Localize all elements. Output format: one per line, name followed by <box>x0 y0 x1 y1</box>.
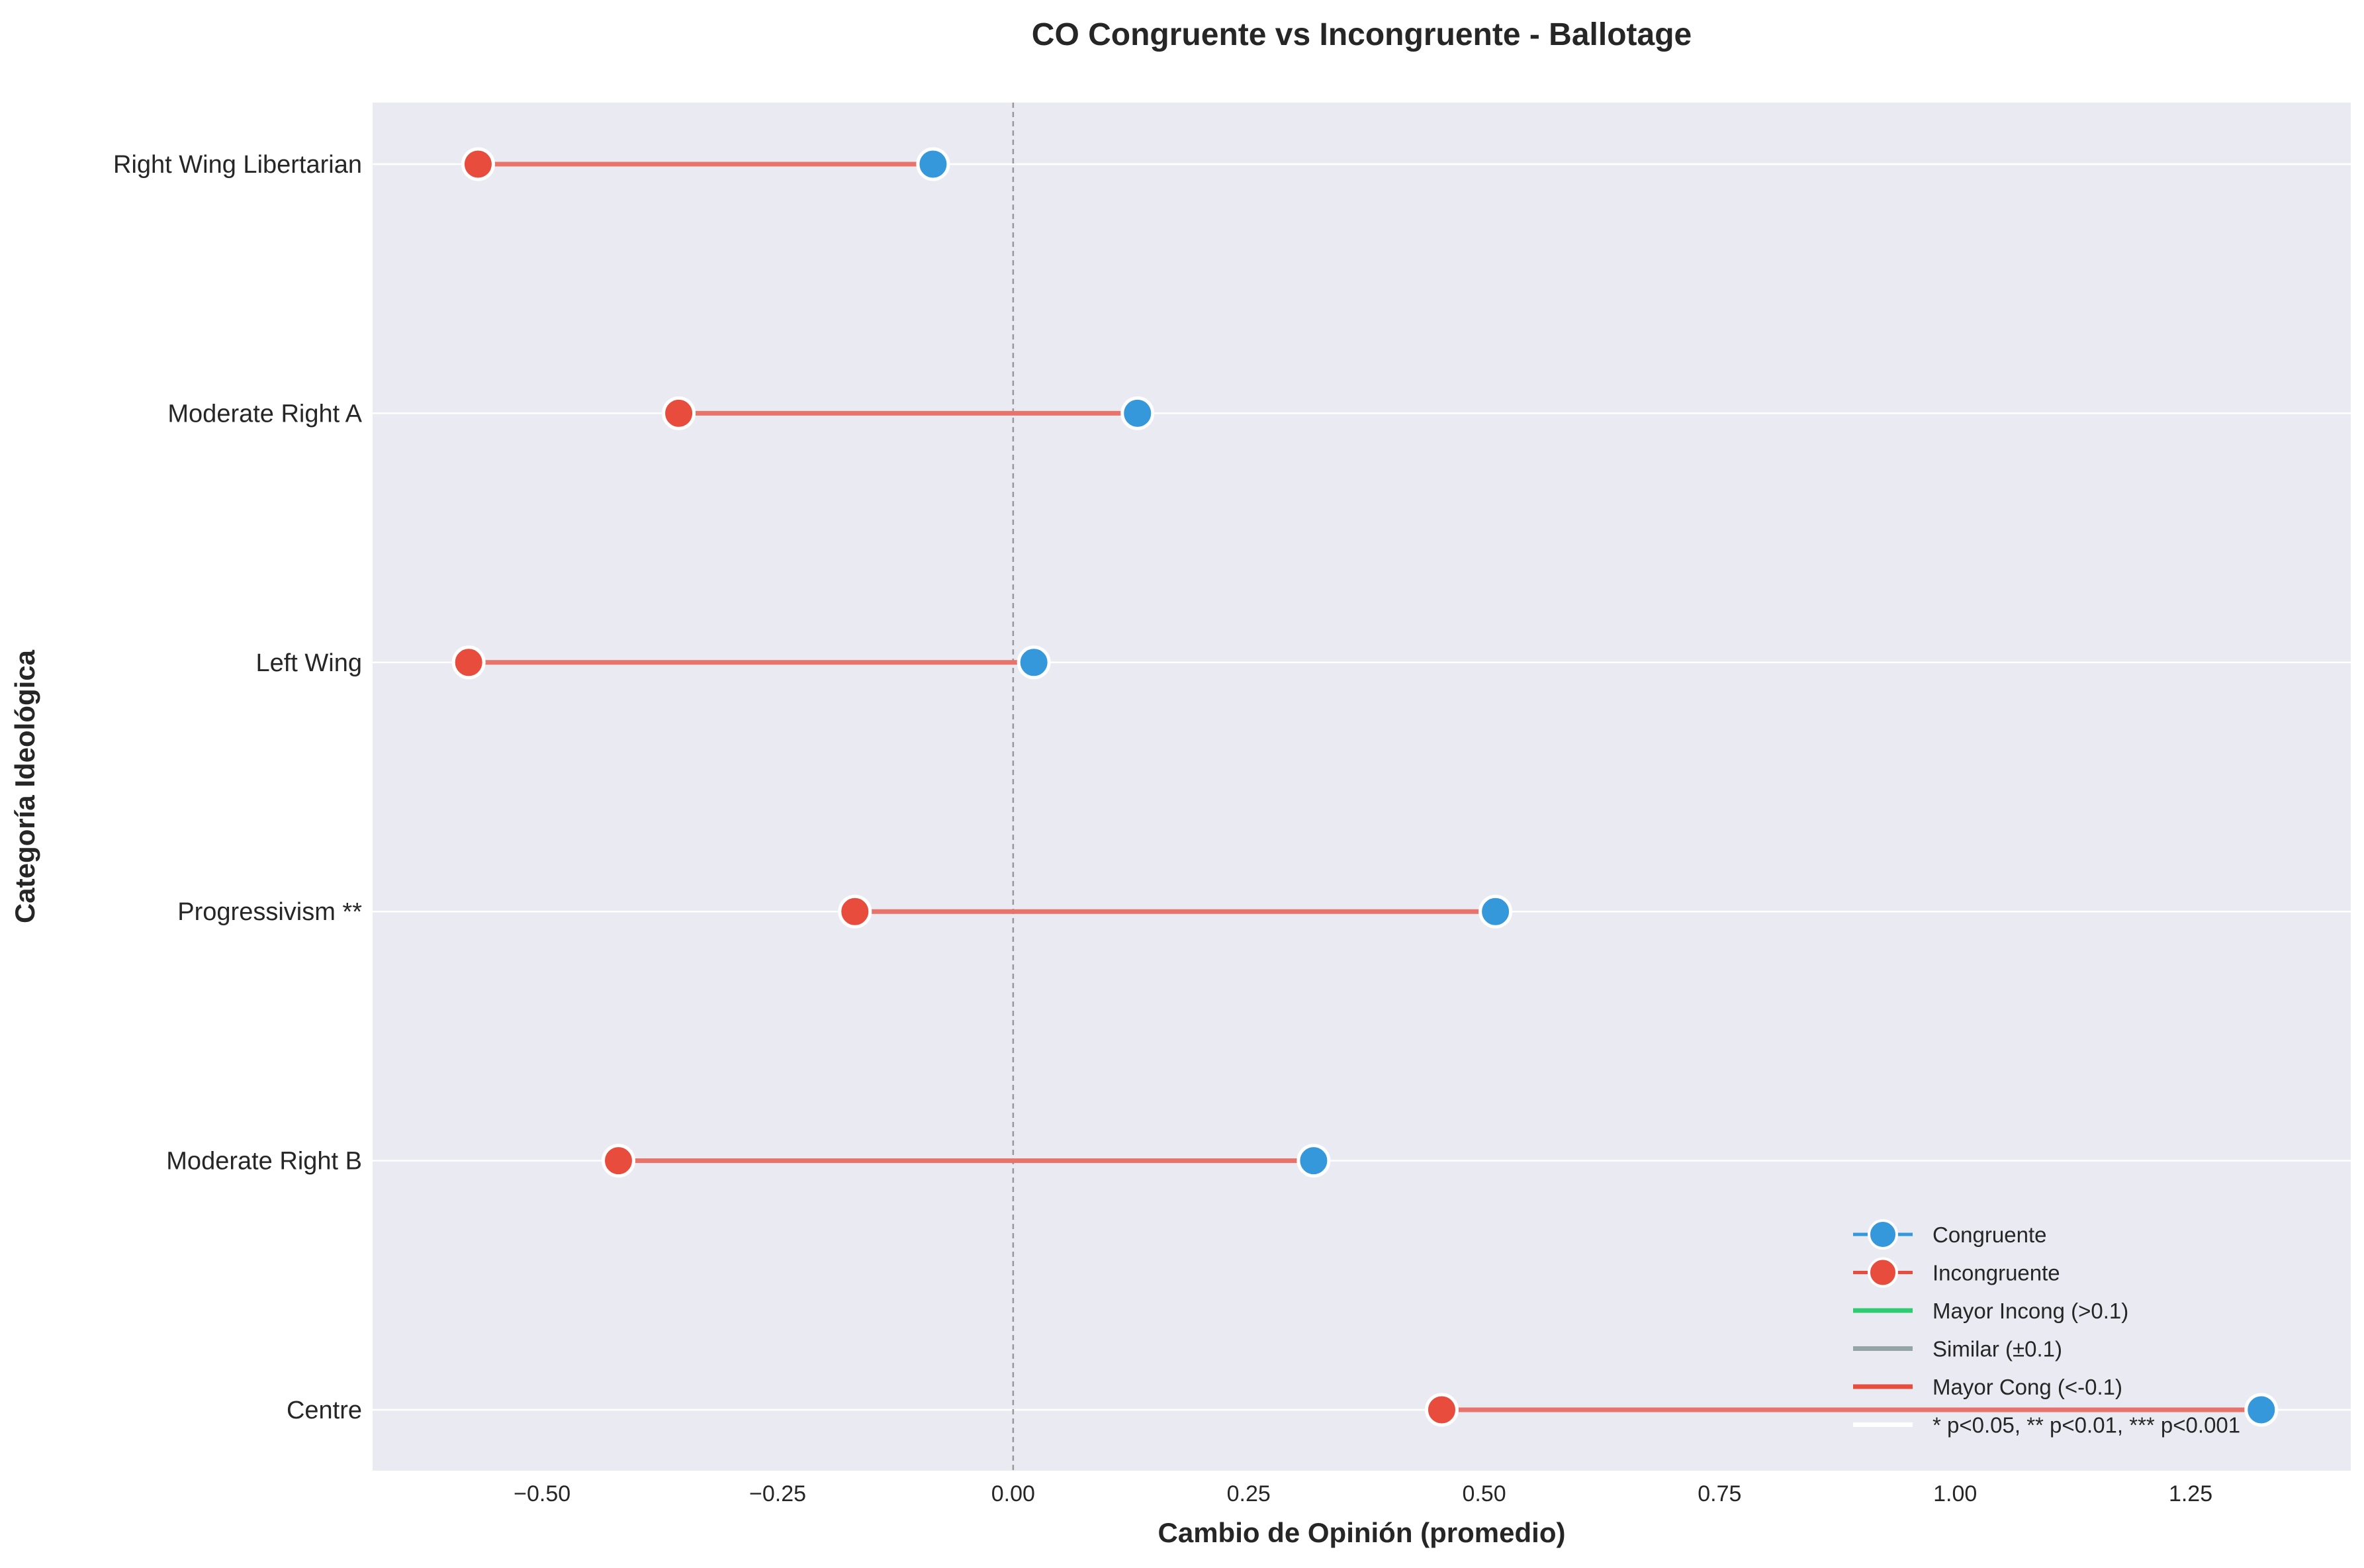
incongruente-point <box>601 1144 635 1178</box>
legend: Congruente Incongruente Mayor Incong (>0.1… <box>1853 1219 2240 1438</box>
legend-label: Incongruente <box>1932 1261 2060 1285</box>
category-label: Left Wing <box>255 649 362 677</box>
legend-label: Mayor Incong (>0.1) <box>1932 1299 2128 1323</box>
category-label: Centre <box>287 1397 362 1424</box>
legend-label: Mayor Cong (<-0.1) <box>1932 1375 2122 1399</box>
x-tick-label: 1.00 <box>1933 1481 1977 1506</box>
legend-label: Congruente <box>1932 1222 2046 1247</box>
x-tick-label: 0.00 <box>991 1481 1035 1506</box>
congruente-point <box>1017 645 1051 680</box>
incongruente-point <box>1424 1393 1459 1427</box>
incongruente-point <box>838 894 872 929</box>
category-label: Progressivism ** <box>177 898 362 926</box>
legend-label: Similar (±0.1) <box>1932 1337 2062 1361</box>
legend-label: * p<0.05, ** p<0.01, *** p<0.001 <box>1932 1413 2240 1438</box>
congruente-point <box>916 147 950 181</box>
x-axis-label: Cambio de Opinión (promedio) <box>1158 1517 1566 1548</box>
tick-labels: Right Wing Libertarian Moderate Right A Le… <box>113 151 2212 1506</box>
category-label: Right Wing Libertarian <box>113 151 362 179</box>
x-tick-label: 0.50 <box>1462 1481 1506 1506</box>
category-label: Moderate Right B <box>166 1148 362 1176</box>
incongruente-point <box>451 645 486 680</box>
chart-title: CO Congruente vs Incongruente - Ballotag… <box>1032 17 1692 52</box>
x-tick-label: −0.25 <box>749 1481 806 1506</box>
x-tick-label: −0.50 <box>514 1481 570 1506</box>
data-layer <box>451 147 2279 1427</box>
x-tick-label: 1.25 <box>2169 1481 2212 1506</box>
congruente-point <box>2244 1393 2279 1427</box>
congruente-point <box>1120 396 1155 430</box>
plot-area <box>373 103 2351 1471</box>
legend-marker <box>1868 1257 1898 1288</box>
x-tick-label: 0.75 <box>1698 1481 1741 1506</box>
congruente-point <box>1478 894 1513 929</box>
congruente-point <box>1296 1144 1331 1178</box>
y-axis-label: Categoría Ideológica <box>9 649 40 923</box>
x-tick-label: 0.25 <box>1227 1481 1271 1506</box>
incongruente-point <box>461 147 495 181</box>
category-label: Moderate Right A <box>167 400 362 428</box>
incongruente-point <box>662 396 696 430</box>
legend-marker <box>1868 1219 1898 1250</box>
